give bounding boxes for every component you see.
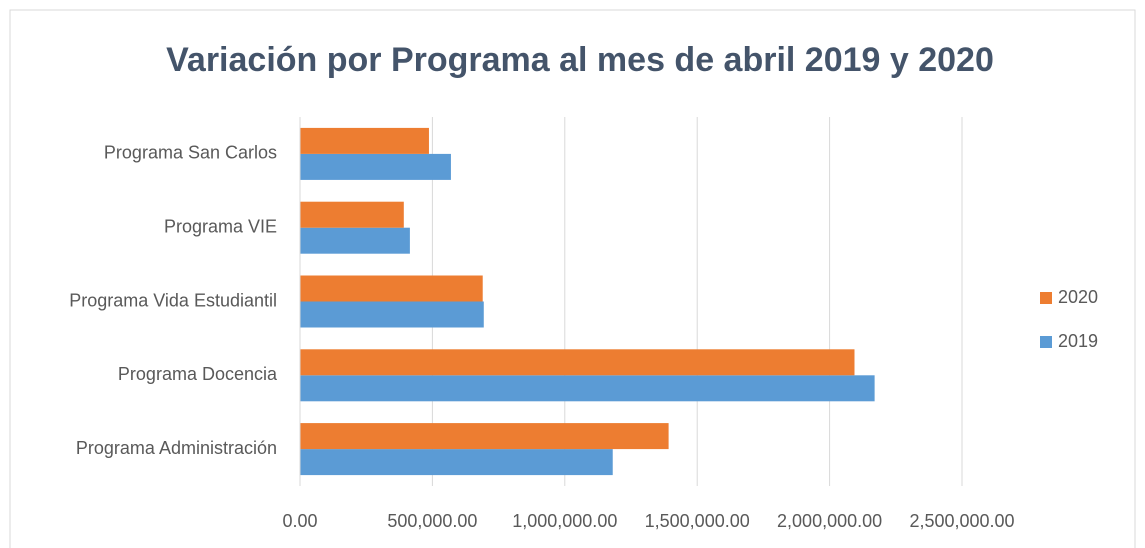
bar: [300, 423, 669, 450]
x-tick-label: 500,000.00: [387, 511, 477, 531]
legend-swatch: [1040, 292, 1052, 304]
legend-label: 2020: [1058, 287, 1098, 307]
bar: [300, 153, 451, 180]
bar: [300, 449, 613, 476]
y-tick-label: Programa Vida Estudiantil: [69, 290, 277, 310]
bar: [300, 201, 404, 228]
bar: [300, 275, 483, 302]
bar: [300, 375, 875, 402]
bar: [300, 349, 855, 376]
bar: [300, 301, 484, 328]
x-tick-label: 2,500,000.00: [909, 511, 1014, 531]
bar: [300, 127, 429, 154]
legend-label: 2019: [1058, 331, 1098, 351]
y-tick-label: Programa Docencia: [118, 364, 278, 384]
x-tick-label: 1,500,000.00: [645, 511, 750, 531]
chart-title: Variación por Programa al mes de abril 2…: [166, 41, 994, 79]
y-tick-label: Programa Administración: [76, 438, 277, 458]
legend-swatch: [1040, 336, 1052, 348]
x-tick-label: 2,000,000.00: [777, 511, 882, 531]
x-tick-label: 1,000,000.00: [512, 511, 617, 531]
x-tick-label: 0.00: [282, 511, 317, 531]
bar: [300, 227, 410, 254]
y-tick-label: Programa VIE: [164, 216, 277, 236]
y-tick-label: Programa San Carlos: [104, 143, 277, 163]
